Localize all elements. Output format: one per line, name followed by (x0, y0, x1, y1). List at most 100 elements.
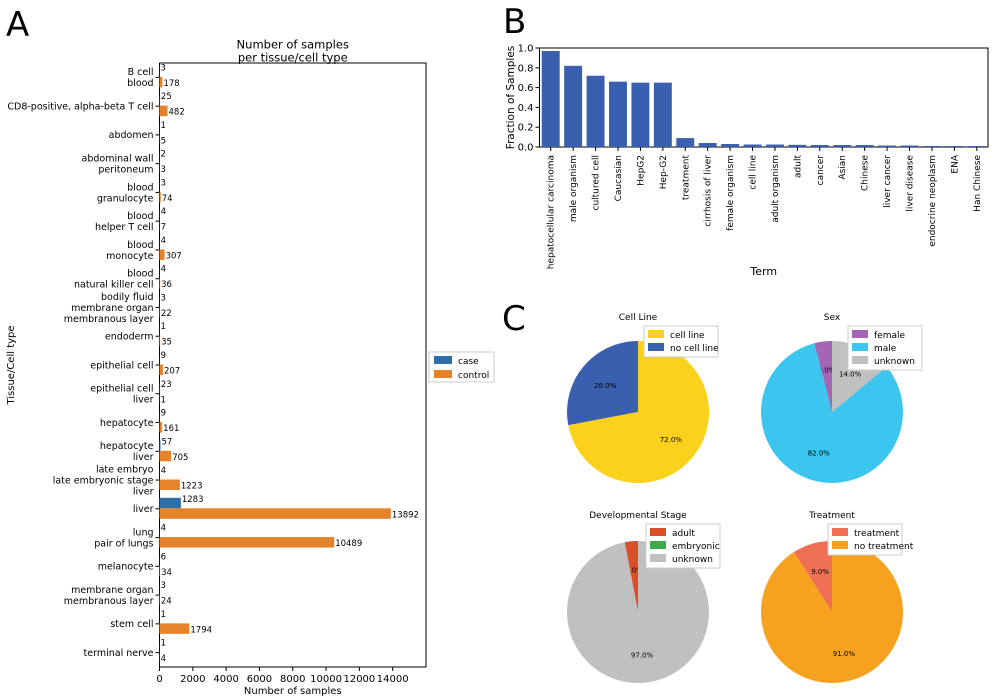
pie-legend-swatch (832, 528, 848, 536)
chart-a-value-label-control: 34 (161, 568, 172, 578)
chart-a-bar-case (159, 497, 181, 509)
chart-a-value-label-control: 1 (161, 395, 166, 405)
chart-a-bar-control (159, 422, 163, 433)
chart-a-bar-control (159, 278, 161, 289)
pie-legend-label: treatment (854, 529, 900, 539)
chart-b-bar (900, 145, 919, 147)
chart-b-ytick-label: 0.6 (518, 83, 534, 94)
chart-a-value-label-case: 3 (161, 63, 166, 73)
chart-a-category-label: blood granulocyte (97, 182, 154, 204)
chart-a-bar-control (159, 623, 190, 634)
pie-legend-swatch (852, 330, 868, 338)
chart-b-bar (922, 146, 941, 147)
chart-b-ytick-label: 0.8 (518, 63, 534, 74)
chart-a-value-label-case: 2 (161, 150, 166, 160)
chart-a-value-label-case: 3 (161, 293, 166, 303)
chart-c2-pie-sex: Sex 4.0% 82.0% 14.0% female male unknown (760, 313, 923, 483)
pie-pct-label: 3.0% (625, 567, 643, 575)
pie-legend-swatch (650, 541, 666, 549)
chart-a-value-label-control: 3 (161, 165, 166, 175)
chart-b-category-label: female organism (726, 155, 736, 231)
pie-pct-label: 82.0% (808, 450, 831, 458)
pie-pct-label: 28.0% (594, 382, 617, 390)
chart-a-xtick-label: 2000 (180, 674, 205, 685)
chart-a-category-label: blood helper T cell (95, 211, 153, 233)
chart-a-xtick-label: 8000 (280, 674, 305, 685)
chart-a-legend-swatch-case (434, 356, 452, 364)
chart-a-value-label-case: 4 (161, 236, 166, 246)
chart-a-value-label-control: 74 (162, 194, 173, 204)
chart-a-category-label: CD8-positive, alpha-beta T cell (7, 101, 153, 112)
chart-b-category-label: Caucasian (614, 155, 624, 201)
pie-legend-label: adult (672, 529, 695, 539)
chart-a-category-label: membrane organ membranous layer (64, 585, 154, 607)
chart-b-ytick-label: 1.0 (518, 44, 534, 55)
pie-legend: cell line no cell line (643, 325, 719, 358)
chart-a-value-label-case: 4 (161, 524, 166, 534)
chart-a-value-label-case: 1 (161, 121, 166, 131)
chart-a-bar-control (159, 364, 163, 375)
chart-a-category-label: abdomen (109, 130, 154, 141)
chart-a-legend: case control (428, 351, 495, 383)
chart-b-category-label: cultured cell (592, 155, 602, 211)
chart-a-value-label-case: 9 (161, 409, 166, 419)
chart-a-xtick-label: 12000 (343, 674, 375, 685)
chart-a-category-label: blood monocyte (106, 240, 153, 262)
pie-pct-label: 72.0% (660, 436, 683, 444)
chart-a-value-label-control: 1223 (181, 482, 203, 492)
chart-a-value-label-case: 4 (161, 207, 166, 217)
chart-a-bar-control (159, 335, 161, 347)
pie-slice (793, 541, 832, 612)
chart-b-bar (788, 144, 807, 147)
chart-b-ytick-label: 0.2 (518, 123, 534, 134)
chart-a-value-label-control: 24 (161, 597, 172, 607)
chart-a-value-label-case: 1 (161, 610, 166, 620)
chart-a-value-label-control: 1794 (190, 625, 212, 635)
chart-b-bar (833, 145, 852, 147)
chart-a-value-label-case: 9 (161, 351, 166, 361)
chart-a-value-label-case: 3 (161, 581, 166, 591)
chart-a-value-label-case: 57 (161, 437, 172, 447)
pie-legend: adult embryonic unknown (645, 523, 721, 569)
chart-a-value-label-case: 1283 (182, 495, 204, 505)
chart-b-ytick-label: 0.0 (518, 143, 534, 154)
chart-a-bar-control (159, 76, 163, 88)
chart-a-category-label: terminal nerve (84, 648, 154, 659)
chart-a-value-label-control: 35 (161, 338, 172, 348)
panel-label-c: C (502, 299, 526, 339)
chart-a-value-label-control: 705 (172, 453, 188, 463)
chart-a-value-label-case: 23 (161, 380, 172, 390)
chart-b-category-label: cancer (816, 155, 826, 186)
chart-b-category-label: cell line (749, 155, 759, 190)
chart-a-xtick-label: 6000 (247, 674, 272, 685)
chart-b-category-label: endocrine neoplasm (928, 155, 938, 247)
chart-a-xtick-label: 10000 (310, 674, 342, 685)
chart-a-bar-control (159, 508, 391, 519)
pie-slice (760, 343, 903, 483)
chart-a-xlabel: Number of samples (244, 686, 342, 697)
pie-legend: treatment no treatment (827, 523, 914, 556)
chart-a-bar-control (159, 249, 165, 260)
panel-label-a: A (6, 5, 29, 45)
chart-b-bar (721, 144, 740, 147)
chart-a-value-label-control: 4 (161, 654, 166, 664)
chart-a-value-label-control: 7 (161, 223, 166, 233)
chart-b-category-label: ENA (950, 154, 960, 173)
chart-a-legend-label-control: control (458, 371, 489, 381)
chart-a-category-label: bodily fluid membrane organ membranous lay… (64, 292, 154, 325)
chart-a-value-label-case: 4 (161, 265, 166, 275)
chart-b-category-label: cirrhosis of liver (704, 155, 714, 227)
pie-legend-label: male (874, 344, 897, 354)
pie-slice (760, 541, 903, 683)
chart-a-value-label-control: 5 (161, 136, 166, 146)
pie-legend-swatch (648, 343, 664, 351)
chart-a-value-label-control: 307 (166, 251, 182, 261)
chart-a-legend-label-case: case (458, 357, 479, 367)
chart-a-category-label: melanocyte (98, 562, 154, 573)
chart-b-category-label: Asian (838, 155, 848, 180)
chart-b-category-label: liver disease (906, 155, 916, 212)
chart-a-category-label: hepatocyte liver (100, 441, 154, 463)
chart-a-value-label-case: 1 (161, 322, 166, 332)
chart-b-ytick-label: 0.4 (518, 103, 534, 114)
chart-a-value-label-case: 4 (161, 466, 166, 476)
